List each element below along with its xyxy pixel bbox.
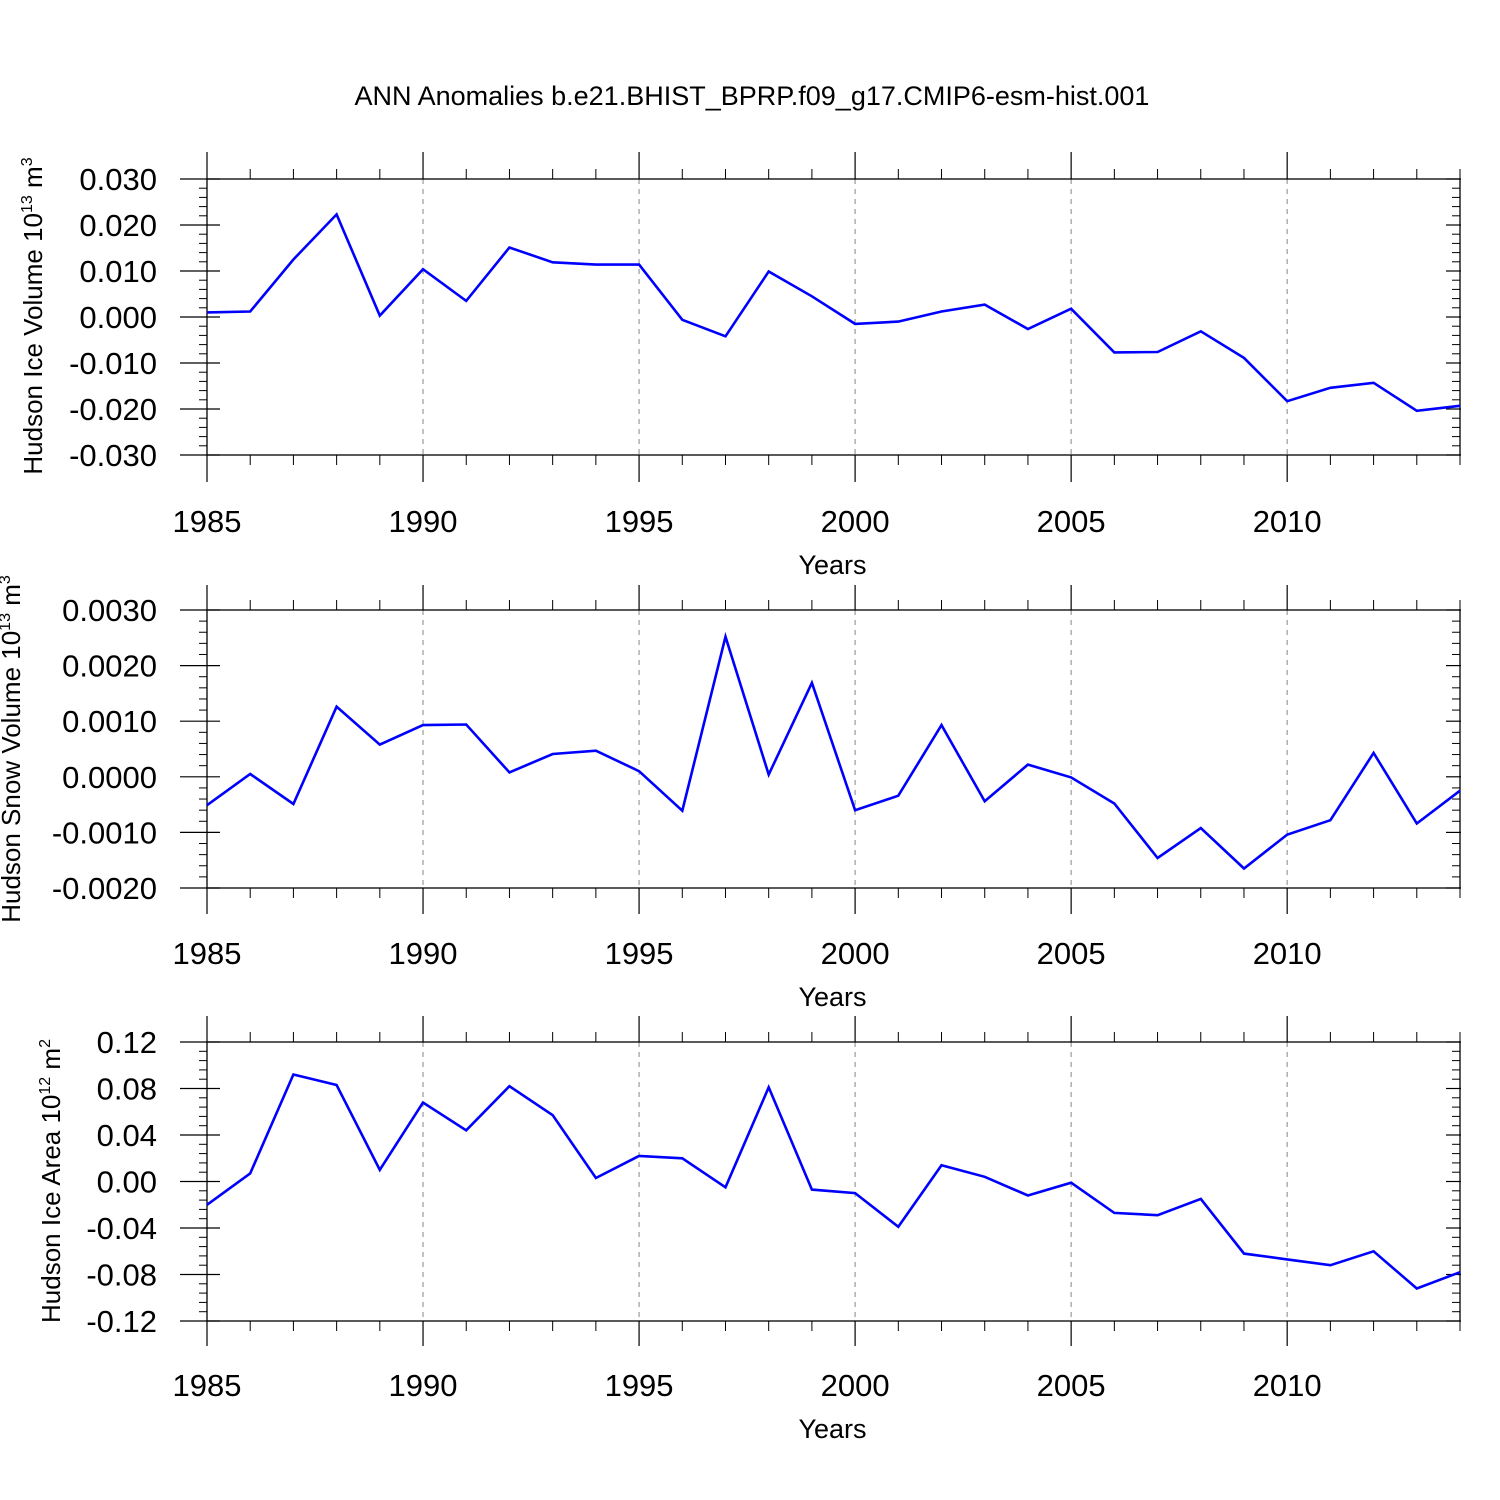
x-tick-label: 1995	[605, 936, 674, 971]
y-axis-title: Hudson Ice Area 1012 m2	[36, 1039, 66, 1323]
y-tick-label: -0.04	[86, 1211, 157, 1246]
y-tick-label: 0.020	[79, 208, 157, 243]
y-tick-label: 0.04	[97, 1118, 157, 1153]
y-axis-title: Hudson Ice Volume 1013 m3	[18, 157, 48, 474]
x-tick-label: 2000	[821, 504, 890, 539]
x-tick-label: 2005	[1037, 504, 1106, 539]
x-tick-label: 1985	[173, 1368, 242, 1403]
y-tick-label: 0.0000	[62, 760, 157, 795]
x-tick-label: 1990	[389, 504, 458, 539]
x-tick-label: 1985	[173, 504, 242, 539]
panel-3: 0.12 0.08 0.04 0.00 -0.04 -0.08 -0.12 1985 1990 1…	[36, 1016, 1461, 1444]
y-tick-label: -0.0010	[52, 815, 157, 850]
plot-frame	[206, 1041, 1461, 1322]
y-tick-label: 0.000	[79, 300, 157, 335]
y-tick-label: -0.030	[69, 438, 157, 473]
y-tick-label: 0.0030	[62, 593, 157, 628]
data-line	[206, 631, 1461, 871]
x-tick-label: 2010	[1253, 1368, 1322, 1403]
x-tick-label: 1985	[173, 936, 242, 971]
panel-2: 0.0030 0.0020 0.0010 0.0000 -0.0010 -0.0020 19…	[0, 575, 1461, 1012]
y-tick-label: -0.0020	[52, 871, 157, 906]
chart-title: ANN Anomalies b.e21.BHIST_BPRP.f09_g17.C…	[355, 81, 1150, 111]
y-tick-label: -0.010	[69, 346, 157, 381]
data-line	[206, 212, 1461, 413]
x-axis-title: Years	[798, 982, 866, 1012]
data-line	[206, 1072, 1461, 1290]
y-tick-label: 0.010	[79, 254, 157, 289]
panel-1: 0.030 0.020 0.010 0.000 -0.010 -0.020 -0.030 19…	[18, 152, 1461, 580]
y-tick-label: 0.00	[97, 1165, 157, 1200]
x-tick-label: 2000	[821, 1368, 890, 1403]
x-tick-label: 2005	[1037, 936, 1106, 971]
x-axis-title: Years	[798, 550, 866, 580]
x-tick-label: 1995	[605, 1368, 674, 1403]
y-tick-label: 0.0010	[62, 704, 157, 739]
x-tick-label: 2005	[1037, 1368, 1106, 1403]
y-tick-label: 0.030	[79, 162, 157, 197]
x-tick-label: 1995	[605, 504, 674, 539]
x-tick-label: 2010	[1253, 504, 1322, 539]
chart-panels: 0.030 0.020 0.010 0.000 -0.010 -0.020 -0.030 19…	[0, 152, 1461, 1444]
x-tick-label: 2010	[1253, 936, 1322, 971]
plot-frame	[206, 178, 1461, 456]
y-tick-label: -0.12	[86, 1304, 157, 1339]
x-axis-title: Years	[798, 1414, 866, 1444]
y-tick-label: 0.12	[97, 1025, 157, 1060]
y-tick-label: 0.0020	[62, 649, 157, 684]
y-axis-title: Hudson Snow Volume 1013 m3	[0, 575, 26, 923]
x-tick-label: 1990	[389, 936, 458, 971]
y-tick-label: 0.08	[97, 1072, 157, 1107]
y-tick-label: -0.020	[69, 392, 157, 427]
y-tick-label: -0.08	[86, 1258, 157, 1293]
x-tick-label: 1990	[389, 1368, 458, 1403]
x-tick-label: 2000	[821, 936, 890, 971]
plot-frame	[206, 609, 1461, 889]
